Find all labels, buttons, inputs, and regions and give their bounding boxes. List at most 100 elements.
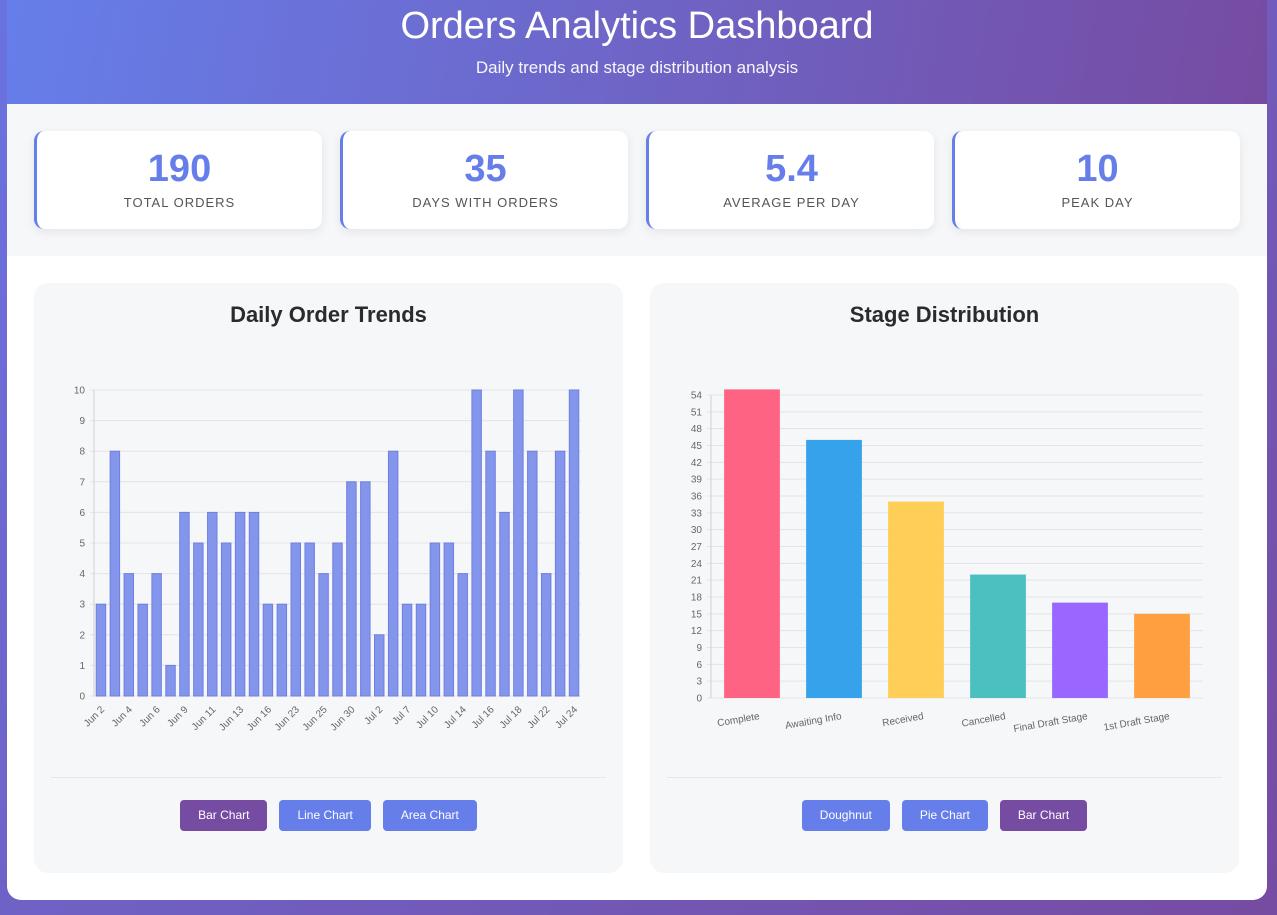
bar-jun-7 [165,664,176,697]
divider [51,777,606,778]
y-tick-label: 1 [79,661,85,672]
y-tick-label: 3 [696,677,702,688]
bar-jul-14 [457,573,468,697]
x-tick-label: Awaiting Info [784,711,843,732]
y-tick-label: 15 [691,609,703,620]
bar-jul-8 [415,603,427,697]
y-tick-label: 18 [691,593,703,604]
doughnut-button[interactable]: Doughnut [801,800,890,831]
bar-jun-25 [318,573,329,697]
y-tick-label: 39 [691,475,703,486]
bar-jun-6 [151,573,162,697]
bar-jun-2 [95,603,107,697]
line-chart-button[interactable]: Line Chart [279,800,371,831]
x-tick-label: Jun 30 [329,704,358,733]
bar-jun-27 [332,542,343,697]
bar-jul-23 [554,450,566,697]
y-tick-label: 9 [696,643,702,654]
x-tick-label: 1st Draft Stage [1103,711,1171,733]
bar-jul-7 [401,603,413,697]
stat-card-total-orders: 190 Total Orders [34,131,322,229]
x-tick-label: Jul 10 [414,704,441,731]
bar-jun-5 [137,603,148,697]
bar-jul-18 [513,389,524,697]
y-tick-label: 42 [691,458,703,469]
area-chart-button[interactable]: Area Chart [382,800,477,831]
bar-jul-15 [471,389,482,697]
y-tick-label: 12 [691,626,703,637]
bar-jun-23 [290,542,301,697]
x-tick-label: Jul 2 [363,704,386,727]
y-tick-label: 27 [691,542,703,553]
bar-jul-17 [499,511,510,697]
x-tick-label: Jul 22 [526,704,553,731]
stat-value: 35 [464,148,507,190]
trend-chart-type-buttons: Bar Chart Line Chart Area Chart [34,800,623,831]
x-tick-label: Jun 16 [245,704,274,733]
y-tick-label: 30 [691,525,703,536]
bar-jun-9 [179,511,190,697]
stat-card-average-per-day: 5.4 Average Per Day [646,131,934,229]
y-tick-label: 45 [691,441,703,452]
stat-value: 190 [147,148,212,190]
stat-label: Total Orders [123,195,236,210]
bar-jun-14 [248,511,260,697]
bar-jun-3 [109,450,121,697]
y-tick-label: 36 [691,492,703,503]
y-tick-label: 0 [79,692,85,703]
pie-chart-button[interactable]: Pie Chart [901,800,988,831]
stat-value: 5.4 [765,148,818,190]
stat-label: Average Per Day [723,195,860,210]
bar-jul-3 [387,450,399,697]
stage-chart-type-buttons: Doughnut Pie Chart Bar Chart [650,800,1239,831]
y-tick-label: 6 [696,660,702,671]
y-tick-label: 3 [79,600,85,611]
bar-jun-4 [123,573,135,697]
bar-jul-22 [540,573,552,697]
x-tick-label: Jul 24 [554,704,581,731]
x-tick-label: Jun 25 [301,704,330,733]
y-tick-label: 8 [79,447,85,458]
y-tick-label: 6 [79,508,85,519]
bar-chart-button[interactable]: Bar Chart [999,800,1088,831]
bar-jul-2 [374,634,385,697]
x-tick-label: Jul 14 [442,704,469,731]
bar-jun-30 [346,481,357,697]
y-tick-label: 21 [691,576,703,587]
x-tick-label: Cancelled [961,711,1007,730]
y-tick-label: 5 [79,539,85,550]
bar-jun-16 [262,603,274,697]
bar-complete [724,389,780,698]
x-tick-label: Jun 6 [138,704,163,729]
y-tick-label: 4 [79,569,85,580]
y-tick-label: 7 [79,477,85,488]
x-tick-label: Final Draft Stage [1013,711,1089,735]
bar-cancelled [970,574,1026,698]
header: Orders Analytics Dashboard Daily trends … [7,0,1267,104]
stat-card-peak-day: 10 Peak Day [952,131,1240,229]
bar-jul-11 [443,542,455,697]
stat-card-days-with-orders: 35 Days With Orders [340,131,628,229]
x-tick-label: Jul 18 [498,704,525,731]
daily-trends-panel: Daily Order Trends 0 1 2 3 4 5 6 7 8 9 10 Jun 2 Jun … [34,283,623,873]
bar-awaiting-info [806,439,862,698]
x-tick-label: Jun 13 [217,704,246,733]
bar-jun-24 [304,542,315,697]
y-tick-label: 33 [691,508,703,519]
x-tick-label: Received [882,711,925,729]
dashboard-container: Orders Analytics Dashboard Daily trends … [7,0,1267,900]
y-tick-label: 48 [691,424,703,435]
x-tick-label: Jul 7 [390,704,413,727]
page-title: Orders Analytics Dashboard [400,5,874,47]
y-tick-label: 0 [696,694,702,705]
bar-jun-12 [220,542,232,697]
y-tick-label: 10 [74,386,86,397]
y-tick-label: 24 [691,559,703,570]
divider [667,777,1222,778]
bar-chart-button[interactable]: Bar Chart [180,800,268,831]
x-tick-label: Jul 16 [470,704,497,731]
y-tick-label: 51 [691,407,703,418]
x-tick-label: Jun 9 [165,704,190,729]
stage-distribution-panel: Stage Distribution 0 3 6 9 12 15 18 21 24 27 30 33 3… [650,283,1239,873]
